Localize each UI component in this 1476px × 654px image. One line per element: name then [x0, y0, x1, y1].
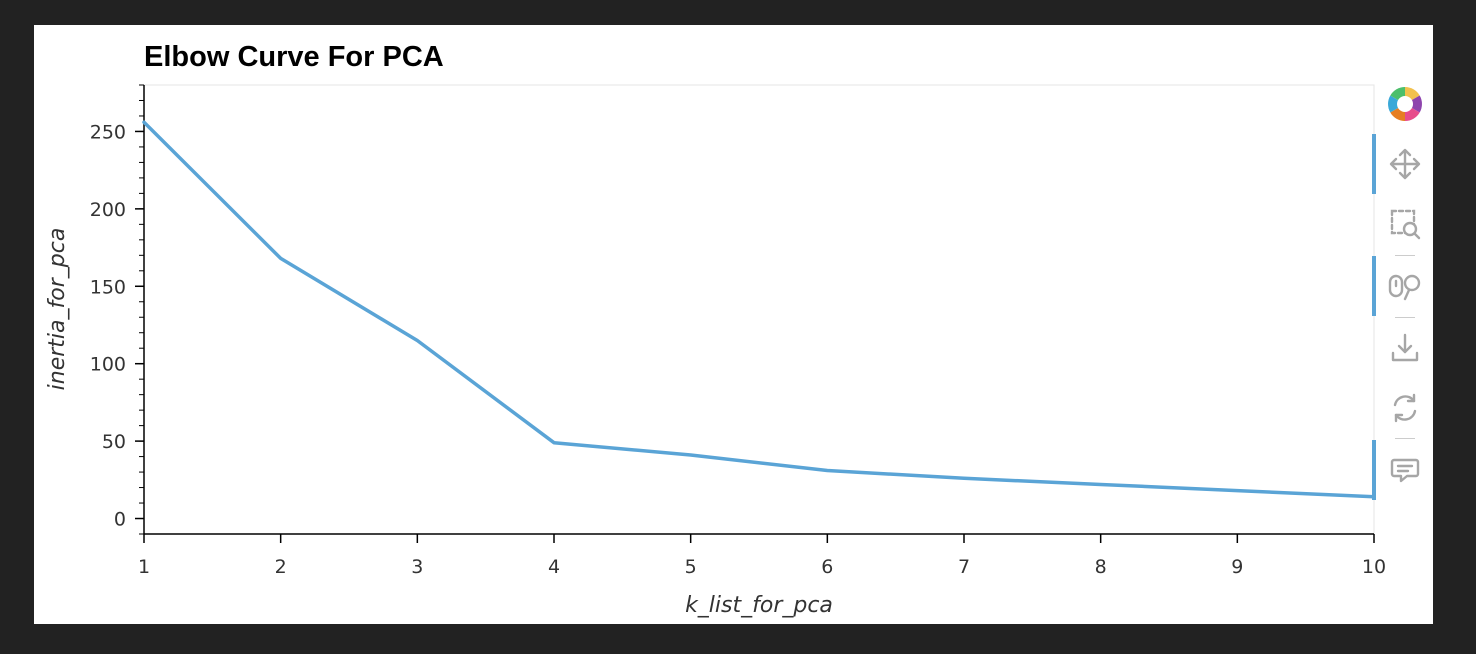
series-layer — [142, 120, 1376, 499]
series-line — [142, 120, 1376, 499]
x-tick-label: 2 — [275, 556, 287, 578]
toolbar-separator — [1395, 317, 1415, 318]
y-tick-label: 250 — [90, 121, 126, 143]
y-tick-label: 150 — [90, 276, 126, 298]
y-tick-label: 0 — [114, 509, 126, 531]
box-zoom-icon[interactable] — [1385, 204, 1425, 244]
hover-active-indicator — [1372, 440, 1376, 500]
reset-icon[interactable] — [1385, 388, 1425, 428]
pan-active-indicator — [1372, 134, 1376, 194]
hover-icon[interactable] — [1385, 450, 1425, 490]
chart-title: Elbow Curve For PCA — [144, 41, 444, 73]
save-icon[interactable] — [1385, 328, 1425, 368]
x-tick-label: 10 — [1362, 556, 1386, 578]
y-axis: 0 50 100 150 200 250 — [90, 84, 145, 535]
x-tick-label: 3 — [411, 556, 423, 578]
x-tick-label: 9 — [1231, 556, 1243, 578]
x-tick-label: 7 — [958, 556, 970, 578]
y-tick-label: 200 — [90, 199, 126, 221]
y-axis-label: inertia_for_pca — [45, 228, 70, 391]
x-tick-label: 4 — [548, 556, 560, 578]
toolbar-separator — [1395, 438, 1415, 439]
toolbar-separator — [1395, 255, 1415, 256]
wheel-zoom-active-indicator — [1372, 256, 1376, 316]
x-tick-label: 6 — [821, 556, 833, 578]
x-axis-label: k_list_for_pca — [685, 593, 833, 618]
plot-frame — [143, 84, 1375, 535]
plot-panel — [34, 25, 1433, 624]
x-axis: 1 2 3 4 5 6 7 8 9 10 — [138, 533, 1386, 578]
x-tick-label: 1 — [138, 556, 150, 578]
wheel-zoom-icon[interactable] — [1385, 266, 1425, 306]
bokeh-logo-icon[interactable] — [1385, 84, 1425, 124]
x-tick-label: 8 — [1095, 556, 1107, 578]
y-tick-label: 50 — [102, 431, 126, 453]
x-tick-label: 5 — [685, 556, 697, 578]
pan-icon[interactable] — [1385, 144, 1425, 184]
y-tick-label: 100 — [90, 354, 126, 376]
